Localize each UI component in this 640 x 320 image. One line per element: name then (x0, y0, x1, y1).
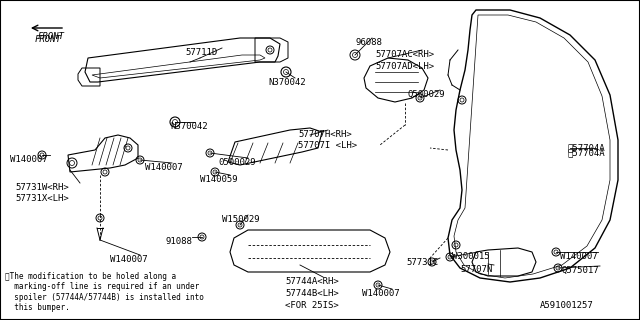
Text: W300015: W300015 (452, 252, 490, 261)
Text: 96088: 96088 (355, 38, 382, 47)
Text: 57731C: 57731C (406, 258, 438, 267)
Text: 57731X<LH>: 57731X<LH> (15, 194, 68, 203)
Text: Q575017: Q575017 (562, 266, 600, 275)
Text: 0500029: 0500029 (218, 158, 255, 167)
Text: 57707I <LH>: 57707I <LH> (298, 141, 357, 150)
Text: 57707H<RH>: 57707H<RH> (298, 130, 352, 139)
Text: 57744A<RH>: 57744A<RH> (285, 277, 339, 286)
Text: W140007: W140007 (560, 252, 598, 261)
Text: A591001257: A591001257 (540, 301, 594, 310)
Text: W140007: W140007 (145, 163, 182, 172)
Text: W150029: W150029 (222, 215, 260, 224)
Text: 57707N: 57707N (460, 265, 492, 274)
Text: N370042: N370042 (170, 122, 207, 131)
Text: W140007: W140007 (10, 155, 47, 164)
Text: ※The modification to be holed along a
  marking-off line is required if an under: ※The modification to be holed along a ma… (5, 272, 204, 312)
Text: ⁂57704A: ⁂57704A (567, 148, 605, 157)
Text: 57707AC<RH>: 57707AC<RH> (375, 50, 434, 59)
Text: ※57704A: ※57704A (567, 143, 605, 153)
Text: 91088: 91088 (165, 237, 192, 246)
Text: 57707AD<LH>: 57707AD<LH> (375, 62, 434, 71)
Text: 57744B<LH>: 57744B<LH> (285, 289, 339, 298)
Text: <FOR 25IS>: <FOR 25IS> (285, 301, 339, 310)
Text: W140007: W140007 (110, 255, 148, 264)
Text: FRONT: FRONT (35, 35, 62, 44)
Text: FRONT: FRONT (38, 32, 65, 41)
Text: 57711D: 57711D (185, 48, 217, 57)
Text: W140007: W140007 (362, 289, 399, 298)
Text: W140059: W140059 (200, 175, 237, 184)
Text: 57731W<RH>: 57731W<RH> (15, 183, 68, 192)
Text: Q500029: Q500029 (407, 90, 445, 99)
Text: N370042: N370042 (268, 78, 306, 87)
